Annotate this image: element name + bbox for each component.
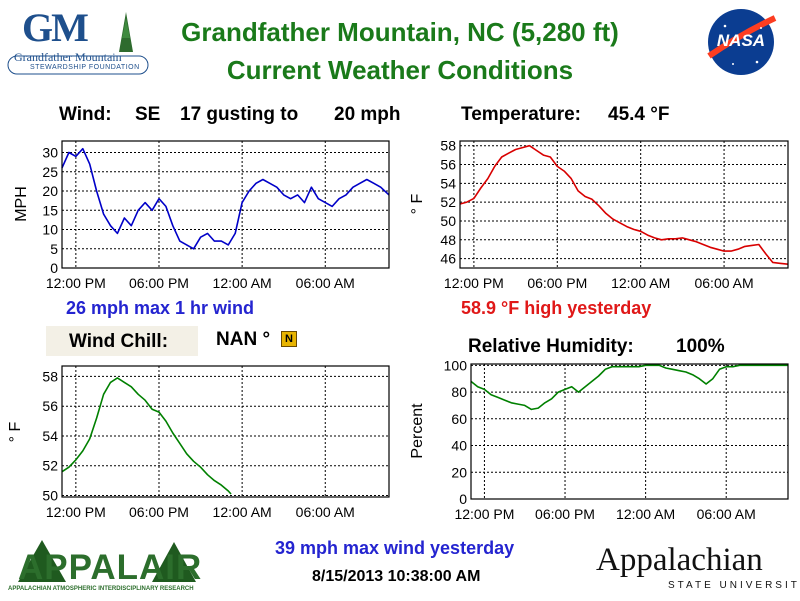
timestamp: 8/15/2013 10:38:00 AM xyxy=(312,568,481,585)
wind-xtick-label-3: 06:00 AM xyxy=(296,275,355,291)
wind-xtick-label-1: 06:00 PM xyxy=(129,275,189,291)
chill-series-line-0 xyxy=(61,377,232,495)
rh-ytick-label-0: 0 xyxy=(459,491,467,507)
chill-ytick-label-2: 54 xyxy=(42,428,58,444)
wind-ytick-label-0: 0 xyxy=(50,260,58,276)
temp-ytick-label-5: 56 xyxy=(440,157,456,173)
rh-ytick-label-1: 20 xyxy=(451,464,467,480)
wind-gust: 20 mph xyxy=(334,104,401,125)
chill-ytick-label-1: 52 xyxy=(42,458,58,474)
nasa-logo: NASA xyxy=(703,4,779,80)
temp-ytick-label-6: 58 xyxy=(440,138,456,154)
wind-xtick-label-0: 12:00 PM xyxy=(46,275,106,291)
wind-ytick-label-6: 30 xyxy=(42,145,58,161)
rh-ylabel: Percent xyxy=(409,403,426,459)
chill-ylabel: ° F xyxy=(7,421,24,442)
wind-ytick-label-2: 10 xyxy=(42,222,58,238)
wind-chill-flag-icon: N xyxy=(281,331,297,347)
appalair-logo-text: APPALAIR xyxy=(18,548,203,587)
wind-ytick-label-1: 5 xyxy=(50,241,58,257)
page-title-line1: Grandfather Mountain, NC (5,280 ft) xyxy=(181,17,619,47)
max-wind-yesterday: 39 mph max wind yesterday xyxy=(275,538,515,558)
wind-ytick-label-4: 20 xyxy=(42,183,58,199)
chill-xtick-label-1: 06:00 PM xyxy=(129,504,189,520)
wind-xtick-label-2: 12:00 AM xyxy=(213,275,272,291)
temp-ytick-label-1: 48 xyxy=(440,232,456,248)
gm-logo-sub: STEWARDSHIP FOUNDATION xyxy=(30,64,140,71)
temp-xtick-label-0: 12:00 PM xyxy=(444,275,504,291)
gm-logo-graphic xyxy=(7,12,149,75)
temp-series-line-0 xyxy=(459,144,789,265)
wind-ytick-label-3: 15 xyxy=(42,202,58,218)
chill-plot-frame xyxy=(61,365,390,498)
appalair-mountain-graphic xyxy=(18,540,196,582)
wind-chill-header-box xyxy=(46,326,198,356)
nasa-logo-text: NASA xyxy=(716,31,766,50)
chill-xtick-label-3: 06:00 AM xyxy=(296,504,355,520)
rh-ytick-label-5: 100 xyxy=(444,357,468,373)
chill-xtick-label-2: 12:00 AM xyxy=(213,504,272,520)
temperature-value: 45.4 °F xyxy=(608,104,670,125)
chill-ytick-label-0: 50 xyxy=(42,488,58,504)
chill-ytick-label-3: 56 xyxy=(42,398,58,414)
wind-ylabel: MPH xyxy=(13,186,30,222)
humidity-label: Relative Humidity: xyxy=(468,336,634,357)
appalair-logo: APPALAIR APPALACHIAN ATMOSPHERIC INTERDI… xyxy=(4,534,254,596)
temp-ytick-label-0: 46 xyxy=(440,251,456,267)
wind-ytick-label-5: 25 xyxy=(42,164,58,180)
appstate-logo: Appalachian STATE UNIVERSITY xyxy=(596,542,800,596)
temp-ytick-label-3: 52 xyxy=(440,194,456,210)
page-title-line2: Current Weather Conditions xyxy=(226,55,574,85)
nasa-logo-graphic xyxy=(707,9,777,75)
rh-series-line-0 xyxy=(470,364,788,411)
temp-xtick-label-3: 06:00 AM xyxy=(694,275,753,291)
humidity-value: 100% xyxy=(676,336,725,357)
temperature-label: Temperature: xyxy=(461,104,582,125)
appstate-logo-sub: STATE UNIVERSITY xyxy=(668,580,800,591)
temp-ytick-label-2: 50 xyxy=(440,213,456,229)
rh-xtick-label-2: 12:00 AM xyxy=(616,506,675,522)
rh-xtick-label-1: 06:00 PM xyxy=(535,506,595,522)
wind-chill-label: Wind Chill: xyxy=(69,331,169,352)
chill-ytick-label-4: 58 xyxy=(42,368,58,384)
rh-plot-frame xyxy=(470,363,789,500)
temp-ylabel: ° F xyxy=(409,193,426,214)
wind-chill-flag-letter: N xyxy=(285,333,293,345)
wind-chill-value: NAN ° xyxy=(216,329,271,350)
temp-ytick-label-4: 54 xyxy=(440,175,456,191)
temperature-high-note: 58.9 °F high yesterday xyxy=(461,298,652,318)
wind-label: Wind: xyxy=(59,104,112,125)
wind-plot-frame xyxy=(61,140,390,269)
wind-direction: SE xyxy=(135,104,161,125)
gm-logo-name: Grandfather Mountain xyxy=(14,50,122,64)
rh-ytick-label-4: 80 xyxy=(451,384,467,400)
temp-xtick-label-1: 06:00 PM xyxy=(527,275,587,291)
temp-xtick-label-2: 12:00 AM xyxy=(611,275,670,291)
wind-speed: 17 gusting to xyxy=(180,104,299,125)
rh-ytick-label-3: 60 xyxy=(451,411,467,427)
chill-xtick-label-0: 12:00 PM xyxy=(46,504,106,520)
appalair-logo-sub: APPALACHIAN ATMOSPHERIC INTERDISCIPLINAR… xyxy=(8,586,194,592)
gm-logo-mark: GM xyxy=(22,5,89,50)
wind-max-note: 26 mph max 1 hr wind xyxy=(66,298,255,318)
appstate-logo-name: Appalachian xyxy=(596,542,763,578)
temp-plot-frame xyxy=(459,140,789,269)
grandfather-mountain-logo: GM Grandfather Mountain STEWARDSHIP FOUN… xyxy=(4,4,152,76)
rh-xtick-label-0: 12:00 PM xyxy=(454,506,514,522)
rh-xtick-label-3: 06:00 AM xyxy=(697,506,756,522)
rh-ytick-label-2: 40 xyxy=(451,438,467,454)
wind-series-line-0 xyxy=(61,147,390,250)
